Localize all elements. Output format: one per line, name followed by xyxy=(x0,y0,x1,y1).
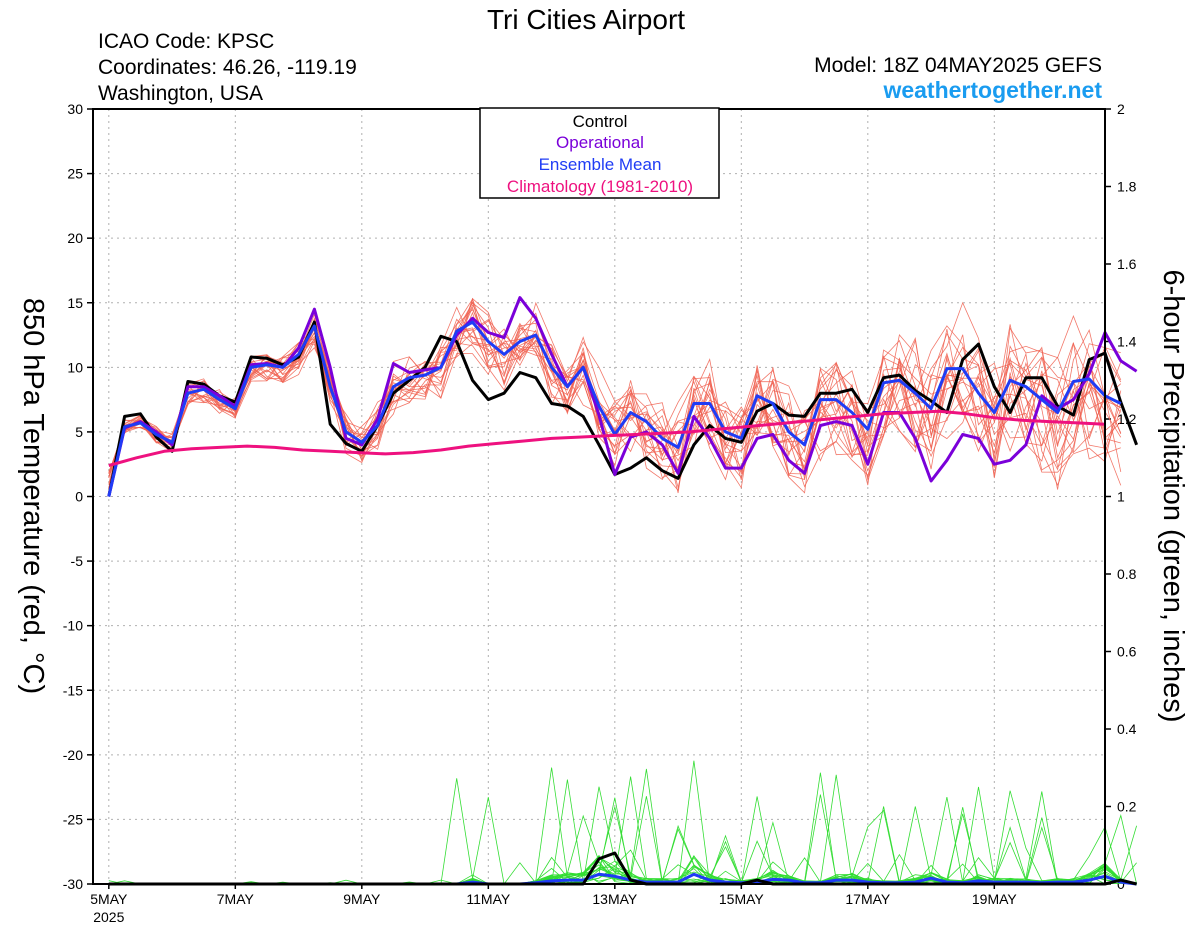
region: Washington, USA xyxy=(98,82,263,105)
y-tick-label: -5 xyxy=(71,553,84,569)
y-tick-labels: 30 25 20 15 10 5 0 -5 -10 -15 -20 -25 -30 xyxy=(63,101,83,892)
x-tick-sublabel: 2025 xyxy=(93,909,124,925)
legend-box xyxy=(479,107,720,199)
y2-tick-label: 1 xyxy=(1117,489,1125,505)
y2-tick-label: 1.4 xyxy=(1117,334,1137,350)
y2-tick-label: 0.6 xyxy=(1117,644,1137,660)
x-tick-label: 15MAY xyxy=(719,891,765,907)
y2-tick-label: 1.8 xyxy=(1117,179,1137,195)
x-tick-label: 17MAY xyxy=(845,891,891,907)
y-tick-label: 0 xyxy=(75,489,83,505)
series-line-control xyxy=(107,320,1139,497)
x-tick-label: 19MAY xyxy=(972,891,1018,907)
y-tick-label: 25 xyxy=(67,166,83,182)
y-tick-label: -30 xyxy=(63,876,83,892)
legend: Control Operational Ensemble Mean Climat… xyxy=(479,107,720,199)
y2-axis-label: 6-hour Precipitation (green, inches) xyxy=(1157,270,1189,723)
y2-tick-label: 0.4 xyxy=(1117,721,1137,737)
y-tick-label: -10 xyxy=(63,618,83,634)
y-tick-label: 20 xyxy=(67,230,83,246)
y-tick-label: 5 xyxy=(75,424,83,440)
y-tick-label: 30 xyxy=(67,101,83,117)
x-tick-label: 9MAY xyxy=(343,891,381,907)
coordinates: Coordinates: 46.26, -119.19 xyxy=(98,56,357,79)
x-tick-label: 13MAY xyxy=(592,891,638,907)
y2-tick-labels: 21.81.61.41.210.80.60.40.20 xyxy=(1117,101,1137,892)
y-tick-label: 15 xyxy=(67,295,83,311)
ensemble-member-line xyxy=(108,304,1122,494)
chart-title: Tri Cities Airport xyxy=(487,4,685,35)
ensemble-member-line xyxy=(108,301,1122,477)
x-tick-labels: 5MAY 2025 7MAY 9MAY 11MAY 13MAY 15MAY 17MAY 19MA… xyxy=(90,891,1017,925)
icao-code: ICAO Code: KPSC xyxy=(98,30,274,53)
y-tick-label: -20 xyxy=(63,747,83,763)
y2-tick-label: 0.8 xyxy=(1117,566,1137,582)
y2-tick-label: 0.2 xyxy=(1117,799,1137,815)
x-tick-label: 7MAY xyxy=(217,891,255,907)
y-tick-label: 10 xyxy=(67,359,83,375)
legend-ensemble-mean: Ensemble Mean xyxy=(539,155,662,174)
legend-operational: Operational xyxy=(556,133,644,152)
ensemble-member-line xyxy=(108,298,1121,479)
y2-tick-label: 0 xyxy=(1117,876,1125,892)
y2-tick-label: 1.6 xyxy=(1117,256,1137,272)
y-axis-label: 850 hPa Temperature (red, °C) xyxy=(17,298,49,694)
y-tick-label: -25 xyxy=(63,811,83,827)
ensemble-member-line xyxy=(108,314,1122,489)
y2-tick-label: 2 xyxy=(1117,101,1125,117)
model-run: Model: 18Z 04MAY2025 GEFS xyxy=(814,54,1102,77)
series-line-climatology-1981-2010 xyxy=(108,409,1106,467)
site-link[interactable]: weathertogether.net xyxy=(882,77,1102,103)
x-tick-label: 5MAY xyxy=(90,891,128,907)
legend-climatology: Climatology (1981-2010) xyxy=(507,177,693,196)
ensemble-member-line xyxy=(108,327,1122,494)
x-tick-label: 11MAY xyxy=(466,891,510,907)
y-tick-label: -15 xyxy=(63,682,83,698)
legend-control: Control xyxy=(573,112,628,131)
